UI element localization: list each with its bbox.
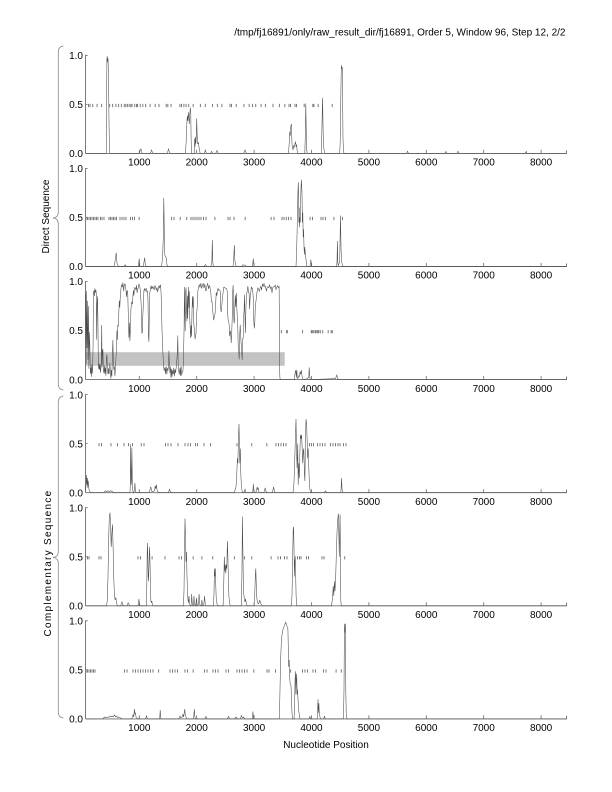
svg-text:8000: 8000 xyxy=(530,158,553,169)
svg-text:2000: 2000 xyxy=(186,497,209,508)
svg-text:Direct Sequence: Direct Sequence xyxy=(41,179,52,253)
svg-text:2000: 2000 xyxy=(186,610,209,621)
svg-text:5000: 5000 xyxy=(358,271,381,282)
svg-text:5000: 5000 xyxy=(358,610,381,621)
svg-text:0.0: 0.0 xyxy=(69,262,83,273)
svg-text:6000: 6000 xyxy=(415,271,438,282)
svg-text:1000: 1000 xyxy=(128,497,151,508)
svg-text:Complementary Sequence: Complementary Sequence xyxy=(43,490,54,637)
svg-text:4000: 4000 xyxy=(300,497,323,508)
svg-text:1.0: 1.0 xyxy=(69,617,83,628)
svg-text:2000: 2000 xyxy=(186,723,209,734)
svg-text:8000: 8000 xyxy=(530,271,553,282)
svg-text:3000: 3000 xyxy=(243,497,266,508)
svg-text:7000: 7000 xyxy=(473,271,496,282)
svg-text:0.0: 0.0 xyxy=(69,602,83,613)
svg-text:6000: 6000 xyxy=(415,158,438,169)
svg-text:0.5: 0.5 xyxy=(69,666,83,677)
svg-text:4000: 4000 xyxy=(300,158,323,169)
svg-text:0.0: 0.0 xyxy=(69,375,83,386)
svg-text:7000: 7000 xyxy=(473,384,496,395)
svg-text:4000: 4000 xyxy=(300,384,323,395)
svg-text:2000: 2000 xyxy=(186,384,209,395)
svg-text:4000: 4000 xyxy=(300,271,323,282)
svg-text:7000: 7000 xyxy=(473,497,496,508)
svg-text:3000: 3000 xyxy=(243,384,266,395)
svg-text:/tmp/fj16891/only/raw_result_d: /tmp/fj16891/only/raw_result_dir/fj16891… xyxy=(234,28,566,39)
svg-text:0.5: 0.5 xyxy=(69,100,83,111)
svg-text:7000: 7000 xyxy=(473,723,496,734)
svg-text:7000: 7000 xyxy=(473,610,496,621)
svg-text:1.0: 1.0 xyxy=(69,390,83,401)
svg-text:3000: 3000 xyxy=(243,723,266,734)
svg-text:8000: 8000 xyxy=(530,723,553,734)
svg-text:2000: 2000 xyxy=(186,271,209,282)
svg-text:2000: 2000 xyxy=(186,158,209,169)
svg-text:8000: 8000 xyxy=(530,497,553,508)
svg-text:0.0: 0.0 xyxy=(69,488,83,499)
svg-text:0.0: 0.0 xyxy=(69,149,83,160)
svg-text:1.0: 1.0 xyxy=(69,164,83,175)
svg-text:0.5: 0.5 xyxy=(69,553,83,564)
svg-text:3000: 3000 xyxy=(243,158,266,169)
svg-text:5000: 5000 xyxy=(358,384,381,395)
svg-text:4000: 4000 xyxy=(300,723,323,734)
svg-text:1000: 1000 xyxy=(128,384,151,395)
svg-text:1000: 1000 xyxy=(128,158,151,169)
svg-text:Nucleotide Position: Nucleotide Position xyxy=(283,740,369,751)
svg-text:0.5: 0.5 xyxy=(69,326,83,337)
svg-text:5000: 5000 xyxy=(358,158,381,169)
svg-text:6000: 6000 xyxy=(415,497,438,508)
svg-text:1000: 1000 xyxy=(128,271,151,282)
svg-text:5000: 5000 xyxy=(358,497,381,508)
svg-text:1.0: 1.0 xyxy=(69,51,83,62)
svg-text:1.0: 1.0 xyxy=(69,503,83,514)
svg-text:7000: 7000 xyxy=(473,158,496,169)
svg-text:1.0: 1.0 xyxy=(69,277,83,288)
svg-text:1000: 1000 xyxy=(128,610,151,621)
svg-text:5000: 5000 xyxy=(358,723,381,734)
svg-text:0.0: 0.0 xyxy=(69,715,83,726)
svg-text:8000: 8000 xyxy=(530,610,553,621)
svg-text:8000: 8000 xyxy=(530,384,553,395)
svg-text:0.5: 0.5 xyxy=(69,213,83,224)
svg-text:3000: 3000 xyxy=(243,271,266,282)
svg-text:0.5: 0.5 xyxy=(69,439,83,450)
svg-text:6000: 6000 xyxy=(415,723,438,734)
svg-text:1000: 1000 xyxy=(128,723,151,734)
svg-text:4000: 4000 xyxy=(300,610,323,621)
svg-text:6000: 6000 xyxy=(415,384,438,395)
svg-text:3000: 3000 xyxy=(243,610,266,621)
svg-text:6000: 6000 xyxy=(415,610,438,621)
